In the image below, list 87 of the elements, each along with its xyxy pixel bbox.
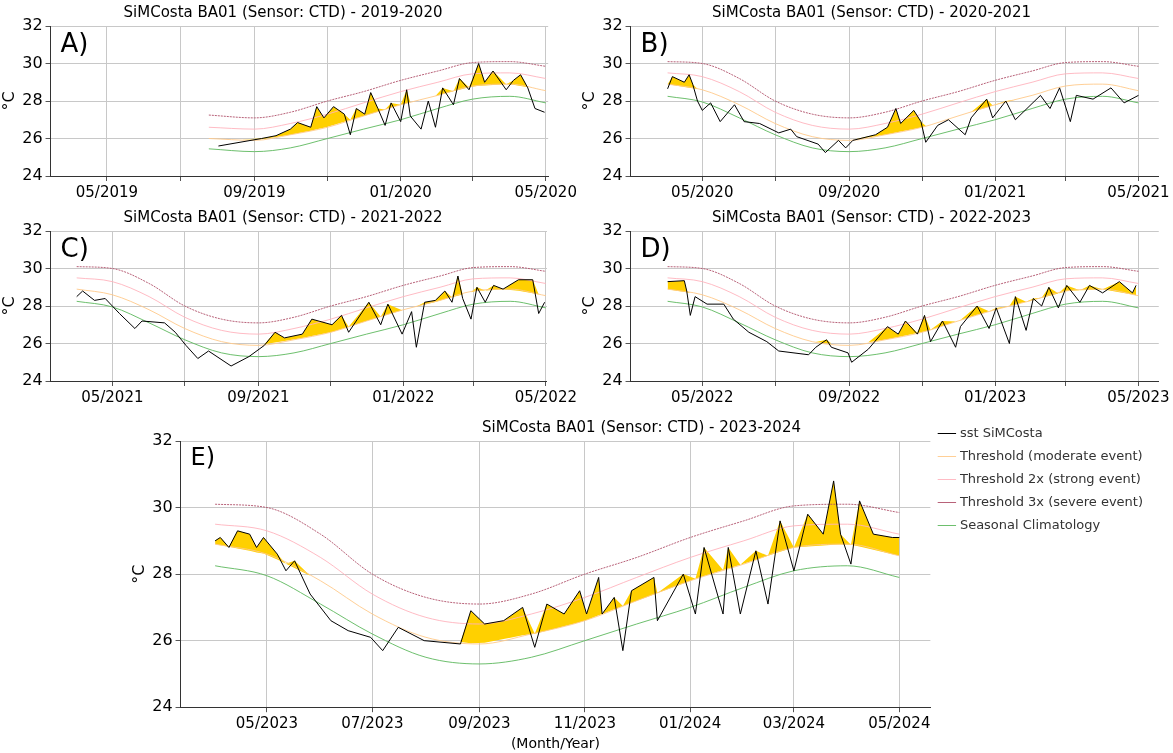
x-tick-label: 05/2021 [81,387,144,406]
x-tick-label: 05/2020 [514,182,577,201]
line-series [208,83,547,141]
x-tick-label: 05/2021 [1107,182,1170,201]
y-tick-label: 26 [152,629,173,649]
y-axis-title: °C [128,564,148,584]
x-tick-label: 09/2021 [227,387,290,406]
line-series [667,266,1139,324]
x-tick-label: 05/2019 [75,182,139,201]
x-tick-label: 01/2021 [963,182,1027,201]
x-tick-label: 07/2023 [341,714,404,733]
y-tick-label: 30 [22,257,43,277]
x-tick-label: 11/2023 [553,714,617,733]
x-tick-label: 09/2019 [223,182,286,201]
x-tick-label: 09/2022 [818,387,881,406]
line-series [214,543,900,645]
legend-label: sst SiMCosta [959,424,1043,440]
y-tick-label: 32 [602,220,623,240]
y-tick-label: 28 [152,563,173,583]
y-tick-label: 24 [602,370,623,390]
x-tick-label: 05/2023 [235,714,299,733]
x-tick-label: 05/2022 [514,387,577,406]
annotation: A) [60,27,89,58]
y-tick-label: 30 [22,52,43,72]
legend-label: Seasonal Climatology [959,516,1101,532]
y-tick-label: 32 [22,220,43,240]
y-tick-label: 28 [602,90,623,110]
annotation: C) [60,232,89,263]
x-tick-label: 05/2023 [1107,387,1170,406]
y-tick-label: 24 [152,696,173,716]
y-axis-title: °C [0,91,18,111]
x-tick-label: 05/2020 [671,182,734,201]
x-tick-label: 05/2024 [868,714,931,733]
y-tick-label: 30 [602,257,623,277]
y-tick-label: 28 [602,295,623,315]
x-tick-label: 01/2022 [372,387,435,406]
x-tick-label: 01/2020 [369,182,432,201]
y-tick-label: 32 [22,15,43,35]
y-tick-label: 24 [602,165,623,185]
y-tick-label: 24 [22,370,43,390]
y-axis-title: °C [578,91,598,111]
x-tick-label: 03/2024 [762,714,826,733]
y-tick-label: 30 [602,52,623,72]
chart-title: SiMCosta BA01 (Sensor: CTD) - 2023-2024 [482,417,801,436]
x-tick-label: 01/2024 [659,714,722,733]
y-tick-label: 26 [22,332,43,352]
y-tick-label: 32 [602,15,623,35]
chart-title: SiMCosta BA01 (Sensor: CTD) - 2021-2022 [123,207,443,226]
y-tick-label: 32 [152,430,173,450]
chart-title: SiMCosta BA01 (Sensor: CTD) - 2019-2020 [123,2,443,21]
chart-title: SiMCosta BA01 (Sensor: CTD) - 2022-2023 [712,207,1031,226]
y-tick-label: 24 [22,165,43,185]
line-series [76,288,547,346]
legend-label: Threshold 2x (strong event) [958,470,1141,486]
y-tick-label: 26 [22,127,43,147]
x-tick-label: 01/2023 [963,387,1027,406]
line-series [208,72,547,130]
line-series [76,266,547,324]
y-tick-label: 28 [22,90,43,110]
x-tick-label: 09/2023 [448,714,511,733]
x-tick-label: 05/2022 [671,387,734,406]
annotation: D) [640,232,671,263]
y-axis-title: °C [0,296,18,316]
y-tick-label: 28 [22,295,43,315]
y-tick-label: 26 [602,332,623,352]
annotation: B) [640,27,669,58]
line-series [76,277,547,335]
line-series [76,300,547,358]
line-series [214,565,900,665]
line-series [208,95,547,153]
x-axis-title: (Month/Year) [510,735,601,752]
line-series [667,61,1139,119]
line-series [667,72,1139,130]
line-series [214,523,900,625]
legend-label: Threshold (moderate event) [958,447,1143,463]
line-series [208,61,547,119]
chart-title: SiMCosta BA01 (Sensor: CTD) - 2020-2021 [712,2,1031,21]
annotation: E) [190,443,216,472]
line-series [667,95,1139,153]
y-axis-title: °C [578,296,598,316]
y-tick-label: 30 [152,496,173,516]
line-series [667,300,1139,358]
line-series [667,277,1139,335]
legend-label: Threshold 3x (severe event) [958,493,1144,509]
x-tick-label: 09/2020 [818,182,881,201]
y-tick-label: 26 [602,127,623,147]
line-series [214,503,900,605]
